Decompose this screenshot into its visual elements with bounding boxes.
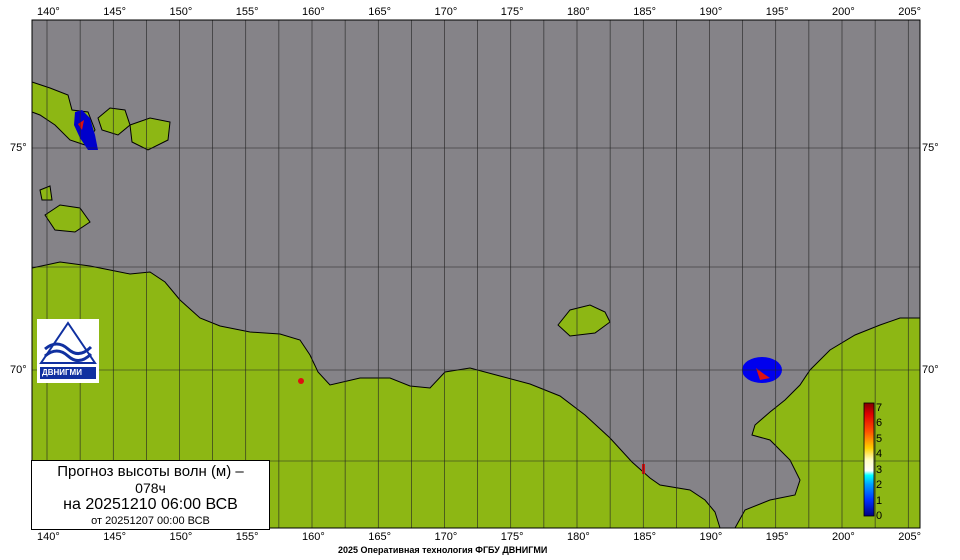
new-siberian-island-5: [39, 185, 53, 201]
footer-credit: 2025 Оперативная технология ФГБУ ДВНИГМИ: [338, 545, 548, 555]
wave-patch-lena-high: [78, 120, 84, 130]
lon-label: 170°: [434, 6, 458, 18]
lon-label: 190°: [699, 531, 723, 543]
dvnigmi-logo: ДВНИГМИ: [37, 319, 99, 383]
lon-label: 200°: [832, 6, 855, 18]
lon-label: 175°: [500, 6, 524, 18]
lat-label-right-70: 70°: [922, 364, 939, 376]
colorbar-tick: 7: [876, 401, 883, 414]
title-line-4: от 20251207 00:00 ВСВ: [91, 514, 210, 527]
lat-label-left-70: 70°: [10, 364, 27, 376]
lon-label: 150°: [169, 6, 193, 18]
lat-label-left-75: 75°: [10, 142, 27, 154]
colorbar-tick: 1: [876, 494, 883, 507]
logo-text: ДВНИГМИ: [42, 368, 82, 377]
map-frame: [31, 19, 921, 529]
lon-label: 205°: [898, 531, 922, 543]
lon-label: 145°: [103, 6, 127, 18]
lon-label: 140°: [37, 531, 60, 543]
colorbar-tick: 0: [876, 510, 883, 522]
colorbar: [863, 402, 875, 517]
lon-label: 160°: [302, 531, 325, 543]
lon-label: 180°: [567, 6, 590, 18]
colorbar-tick: 6: [876, 417, 883, 429]
graticule: [32, 20, 920, 528]
colorbar-tick: 3: [876, 463, 883, 476]
lon-label: 160°: [302, 6, 325, 18]
lon-label: 140°: [37, 6, 60, 18]
lon-label: 145°: [103, 531, 127, 543]
lon-label: 190°: [699, 6, 723, 18]
colorbar-tick: 4: [876, 448, 883, 460]
lat-label-right-75: 75°: [922, 142, 939, 154]
lon-label: 165°: [368, 531, 392, 543]
colorbar-tick: 5: [876, 432, 883, 445]
title-box: Прогноз высоты волн (м) – 078ч на 202512…: [31, 460, 270, 531]
wave-patch-kolyma-high: [298, 378, 304, 384]
lon-label: 155°: [235, 531, 259, 543]
colorbar-tick: 2: [876, 479, 883, 491]
lon-label: 195°: [765, 6, 789, 18]
lon-label: 150°: [169, 531, 193, 543]
lon-label: 170°: [434, 531, 458, 543]
lon-label: 185°: [633, 6, 657, 18]
wave-patch-bering-high: [756, 368, 770, 380]
lon-label: 185°: [633, 531, 657, 543]
lon-label: 205°: [898, 6, 922, 18]
new-siberian-island-3: [129, 117, 171, 151]
new-siberian-island-4: [44, 204, 91, 233]
title-line-2: 078ч: [135, 480, 166, 497]
wrangel-island: [557, 304, 611, 337]
lon-label: 200°: [832, 531, 855, 543]
lon-label: 155°: [235, 6, 259, 18]
title-line-1: Прогноз высоты волн (м) –: [57, 463, 244, 480]
title-line-3: на 20251210 06:00 ВСВ: [63, 496, 238, 514]
lon-label: 165°: [368, 6, 392, 18]
lon-label: 175°: [500, 531, 524, 543]
lon-label: 180°: [567, 531, 590, 543]
lon-label: 195°: [765, 531, 789, 543]
